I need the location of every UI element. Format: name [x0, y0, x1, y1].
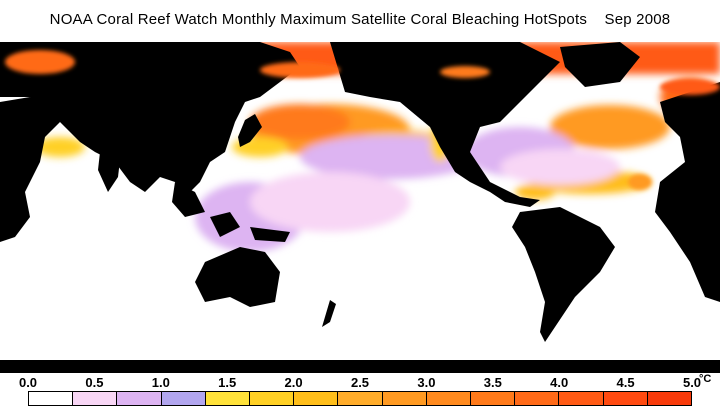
legend-tick-label: 5.0 [682, 375, 702, 390]
map-title: NOAA Coral Reef Watch Monthly Maximum Sa… [49, 11, 671, 28]
new-zealand-land [322, 300, 336, 327]
legend-swatch [205, 392, 251, 405]
africa-land [0, 97, 60, 242]
legend-swatch [515, 392, 560, 405]
legend-swatch [603, 392, 648, 405]
legend-swatch [73, 392, 118, 405]
eurasia-land [0, 42, 300, 192]
europe-africa-east-land [655, 82, 720, 302]
legend-tick-label: 2.5 [350, 375, 370, 390]
legend-unit: °C [699, 373, 712, 385]
north-america-land [330, 42, 560, 207]
australia-land [195, 247, 280, 307]
legend-swatch [559, 392, 604, 405]
legend-tick-label: 4.5 [616, 375, 635, 390]
legend-tick-label: 2.0 [284, 375, 303, 390]
legend-tick-label: 1.5 [218, 375, 237, 390]
greenland-land [560, 42, 640, 87]
legend-swatch [250, 392, 295, 405]
legend-tick-label: 3.0 [417, 375, 436, 390]
borneo-land [210, 212, 240, 237]
antarctica-land [0, 360, 720, 373]
japan-land [238, 114, 262, 147]
legend-swatch [294, 392, 339, 405]
hotspot-world-map [0, 42, 720, 373]
legend-colorbar [28, 391, 692, 406]
legend-swatch [117, 392, 162, 405]
legend-tick-label: 3.5 [483, 375, 502, 390]
legend-tick-label: 0.5 [85, 375, 104, 390]
legend-swatch [647, 392, 692, 405]
land-masses [0, 42, 720, 342]
legend-swatch [426, 392, 472, 405]
south-america-land [512, 207, 615, 342]
se-asia-land [172, 182, 205, 217]
india-land [98, 152, 120, 192]
legend-tick-label: 4.0 [550, 375, 569, 390]
legend-swatch [382, 392, 427, 405]
coastal-hotspots [5, 50, 720, 190]
legend-swatch [338, 392, 383, 405]
legend-tick-row: 0.0 0.5 1.0 1.5 2.0 2.5 3.0 3.5 4.0 4.5 5.0 [0, 375, 720, 391]
legend-swatch [161, 392, 206, 405]
legend-tick-label: 0.0 [18, 375, 38, 390]
legend-swatch [471, 392, 516, 405]
new-guinea-land [250, 227, 290, 242]
legend-tick-label: 1.0 [151, 375, 170, 390]
legend-swatch [29, 392, 74, 405]
